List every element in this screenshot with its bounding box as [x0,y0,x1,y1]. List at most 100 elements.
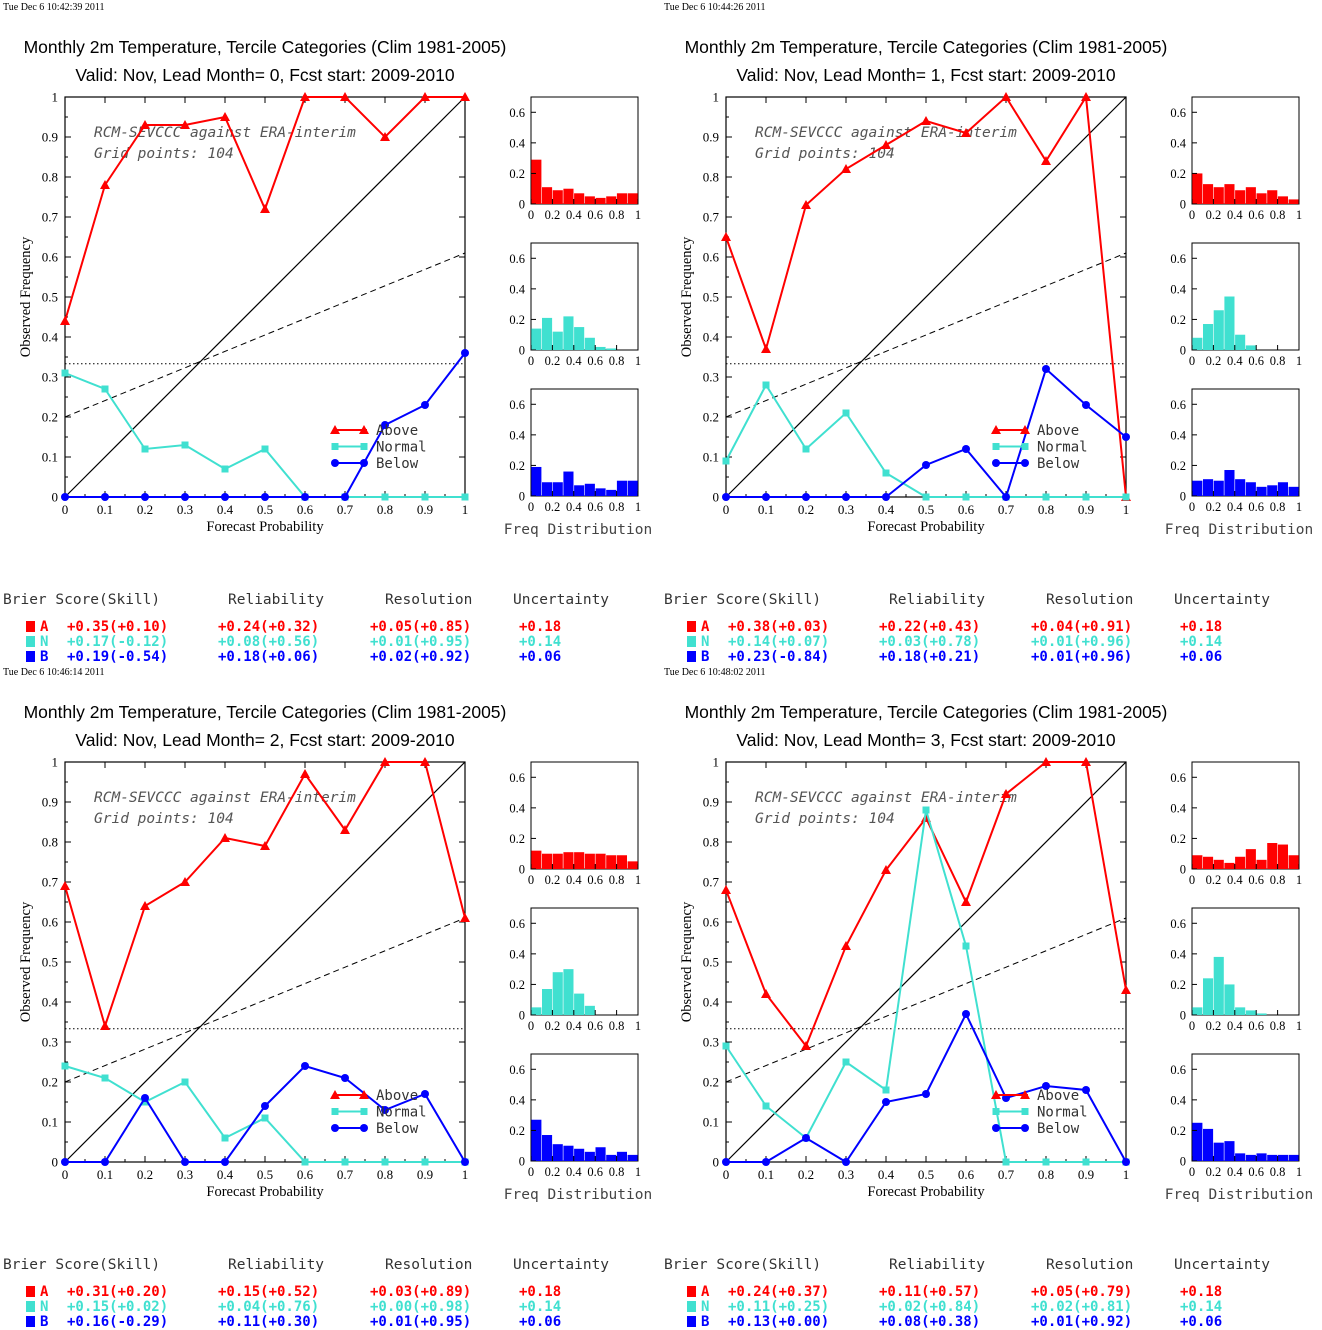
series-above [721,92,1131,501]
hist-y-tick-label: 0 [519,344,525,358]
point-normal [261,445,269,453]
score-swatch-normal [26,636,35,647]
histogram-bar [627,193,638,204]
y-tick-label: 0.9 [42,795,58,810]
point-normal [341,1158,349,1166]
histogram-bar [627,861,638,869]
hist-y-tick-label: 0.6 [1170,252,1186,266]
panel-title: Monthly 2m Temperature, Tercile Categori… [24,702,507,722]
header-resolution: Resolution [1046,592,1133,608]
hist-y-tick-label: 0.4 [1170,282,1186,296]
point-below [261,493,269,501]
histogram-bar [1203,856,1214,869]
histogram-bar [616,193,627,204]
y-tick-label: 0.1 [703,1115,719,1130]
histogram-normal: 0 0.2 0.4 0.6 0.8 1 0 0.2 0.4 0.6 [1170,242,1302,368]
point-normal [381,1158,389,1166]
score-brier-below: +0.23(-0.84) [728,649,829,665]
reliability-panel-1: Tue Dec 6 10:42:39 2011 Monthly 2m Temper… [3,2,652,665]
panel-title: Monthly 2m Temperature, Tercile Categori… [685,702,1168,722]
legend-marker-below [992,1124,1000,1132]
hist-y-tick-label: 0.2 [509,167,525,181]
point-above [801,200,811,209]
y-tick-label: 0.5 [42,955,58,970]
x-tick-label: 1 [1123,502,1130,517]
x-axis-label: Forecast Probability [867,1184,985,1200]
y-tick-label: 1 [713,90,720,105]
hist-y-tick-label: 0.2 [1170,978,1186,992]
hist-y-tick-label: 0.6 [509,252,525,266]
hist-x-tick-label: 0.4 [566,1165,582,1179]
y-tick-label: 0.8 [42,835,58,850]
point-above [721,885,731,894]
histogram-bar [563,1145,574,1161]
histogram-bar [1213,1142,1224,1161]
hist-x-tick-label: 0.6 [1248,1019,1264,1033]
point-above [1081,92,1091,101]
hist-y-tick-label: 0.4 [1170,136,1186,150]
histogram-bar [1224,184,1235,204]
legend-label-below: Below [1037,456,1080,472]
point-above [60,316,70,325]
point-above [340,92,350,101]
y-tick-label: 0.1 [42,1115,58,1130]
point-below [1042,1082,1050,1090]
histogram-bar [1203,184,1214,204]
score-swatch-normal [687,1301,696,1312]
reliability-panel-3: Tue Dec 6 10:46:14 2011 Monthly 2m Temper… [3,667,652,1330]
x-tick-label: 0.7 [337,502,354,517]
point-below [221,493,229,501]
point-normal [141,445,149,453]
y-tick-label: 0 [713,490,720,505]
series-below [722,1010,1130,1166]
point-below [922,1090,930,1098]
histogram-bar [1192,480,1203,496]
point-above [220,112,230,121]
legend-label-below: Below [376,1121,419,1137]
point-below [842,1158,850,1166]
hist-x-tick-label: 0.8 [609,354,625,368]
hist-x-tick-label: 0.2 [545,1165,561,1179]
point-normal [1042,1158,1050,1166]
panel-subtitle: Valid: Nov, Lead Month= 0, Fcst start: 2… [75,65,454,85]
y-tick-label: 0.5 [42,290,58,305]
score-uncertainty-normal: +0.14 [519,1299,561,1315]
x-tick-label: 0.5 [257,1167,273,1182]
score-brier-below: +0.16(-0.29) [67,1314,168,1330]
histogram-bar [552,1144,563,1161]
score-letter-normal: N [40,634,48,650]
header-reliability: Reliability [228,1257,324,1273]
annotation-line-1: RCM-SEVCCC against ERA-interim [94,790,356,806]
histogram-bar [542,317,553,350]
annotation-line-2: Grid points: 104 [94,811,234,827]
point-below [1042,365,1050,373]
score-resolution-normal: +0.01(+0.96) [1031,634,1132,650]
timestamp: Tue Dec 6 10:48:02 2011 [664,667,765,678]
y-tick-label: 0.4 [42,330,59,345]
histogram-bar [584,1005,595,1015]
y-tick-label: 0.9 [703,130,719,145]
hist-y-tick-label: 0.6 [509,917,525,931]
score-resolution-normal: +0.02(+0.81) [1031,1299,1132,1315]
x-tick-label: 0.7 [337,1167,354,1182]
point-above [961,897,971,906]
hist-x-tick-label: 0.4 [1227,208,1243,222]
legend-marker-normal [992,443,1000,450]
histogram-bar [595,488,606,496]
histogram-frame [1191,96,1300,205]
x-tick-label: 0.5 [257,502,273,517]
y-tick-label: 0.4 [703,995,720,1010]
score-reliability-normal: +0.02(+0.84) [879,1299,980,1315]
histogram-bar [1203,978,1214,1015]
hist-x-tick-label: 0.8 [1270,208,1286,222]
point-above [180,877,190,886]
histogram-frame [530,242,639,351]
point-normal [842,409,850,417]
histogram-bar [563,969,574,1015]
y-tick-label: 0.1 [42,450,58,465]
perfect-reliability-line [64,761,466,1163]
histogram-bar [1267,485,1278,496]
point-normal [762,1102,770,1110]
x-tick-label: 0.1 [97,1167,113,1182]
